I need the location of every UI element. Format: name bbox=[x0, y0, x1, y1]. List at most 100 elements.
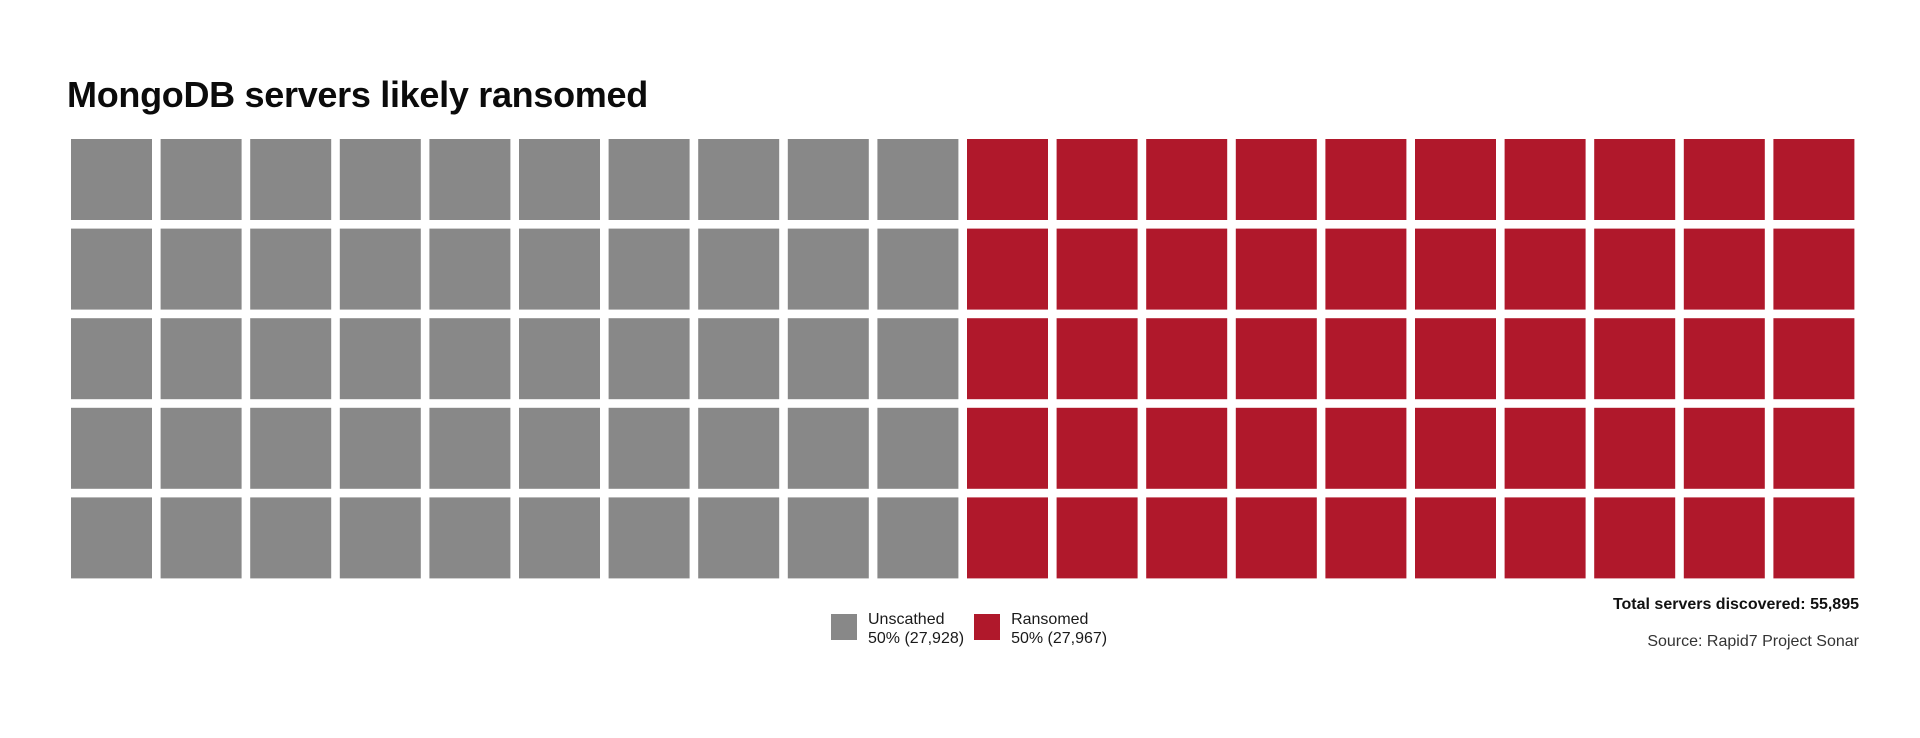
waffle-cell-ransomed bbox=[1235, 497, 1317, 579]
waffle-cell-ransomed bbox=[1056, 228, 1138, 310]
waffle-cell-ransomed bbox=[967, 497, 1048, 579]
waffle-cell-unscathed bbox=[608, 407, 690, 489]
waffle-cell-ransomed bbox=[1683, 407, 1765, 489]
waffle-cell-ransomed bbox=[1235, 139, 1317, 220]
waffle-cell-ransomed bbox=[967, 228, 1048, 310]
waffle-cell-unscathed bbox=[429, 407, 511, 489]
waffle-cell-ransomed bbox=[1235, 228, 1317, 310]
waffle-cell-unscathed bbox=[71, 228, 152, 310]
waffle-cell-unscathed bbox=[250, 407, 332, 489]
waffle-cell-unscathed bbox=[698, 497, 780, 579]
waffle-cell-ransomed bbox=[1773, 318, 1855, 400]
waffle-cell-unscathed bbox=[250, 139, 332, 220]
waffle-cell-ransomed bbox=[1146, 318, 1228, 400]
waffle-cell-unscathed bbox=[429, 139, 511, 220]
waffle-cell-unscathed bbox=[608, 139, 690, 220]
waffle-cell-unscathed bbox=[71, 407, 152, 489]
waffle-cell-unscathed bbox=[339, 318, 421, 400]
waffle-cell-unscathed bbox=[160, 318, 242, 400]
waffle-cell-unscathed bbox=[71, 139, 152, 220]
waffle-cell-unscathed bbox=[519, 228, 600, 310]
waffle-grid bbox=[71, 139, 1855, 579]
waffle-cell-unscathed bbox=[339, 407, 421, 489]
waffle-cell-ransomed bbox=[1594, 497, 1676, 579]
waffle-cell-ransomed bbox=[1325, 228, 1407, 310]
waffle-cell-ransomed bbox=[1056, 318, 1138, 400]
waffle-cell-unscathed bbox=[250, 318, 332, 400]
legend: Unscathed 50% (27,928) Ransomed 50% (27,… bbox=[831, 610, 1117, 648]
waffle-cell-ransomed bbox=[1594, 228, 1676, 310]
waffle-cell-ransomed bbox=[967, 407, 1048, 489]
waffle-cell-unscathed bbox=[608, 318, 690, 400]
waffle-cell-ransomed bbox=[1146, 407, 1228, 489]
waffle-cell-ransomed bbox=[1146, 497, 1228, 579]
waffle-cell-unscathed bbox=[160, 139, 242, 220]
chart-title: MongoDB servers likely ransomed bbox=[67, 74, 648, 115]
waffle-cell-unscathed bbox=[608, 497, 690, 579]
waffle-cell-unscathed bbox=[787, 497, 869, 579]
waffle-cell-unscathed bbox=[250, 497, 332, 579]
waffle-cell-ransomed bbox=[1415, 497, 1496, 579]
waffle-cell-ransomed bbox=[1056, 139, 1138, 220]
waffle-cell-ransomed bbox=[1683, 228, 1765, 310]
waffle-cell-unscathed bbox=[608, 228, 690, 310]
waffle-cell-ransomed bbox=[1504, 139, 1586, 220]
waffle-cell-ransomed bbox=[1325, 139, 1407, 220]
waffle-cell-ransomed bbox=[1146, 139, 1228, 220]
waffle-cell-unscathed bbox=[429, 497, 511, 579]
waffle-cell-unscathed bbox=[250, 228, 332, 310]
waffle-cell-unscathed bbox=[698, 318, 780, 400]
legend-text-unscathed: Unscathed 50% (27,928) bbox=[868, 610, 964, 648]
waffle-cell-ransomed bbox=[1773, 139, 1855, 220]
waffle-cell-unscathed bbox=[787, 318, 869, 400]
waffle-cell-ransomed bbox=[1056, 497, 1138, 579]
waffle-cell-unscathed bbox=[71, 318, 152, 400]
waffle-cell-unscathed bbox=[698, 407, 780, 489]
waffle-cell-ransomed bbox=[1504, 318, 1586, 400]
waffle-cell-ransomed bbox=[1683, 139, 1765, 220]
waffle-cell-unscathed bbox=[339, 139, 421, 220]
waffle-cell-unscathed bbox=[519, 407, 600, 489]
waffle-cell-ransomed bbox=[1504, 228, 1586, 310]
waffle-cell-ransomed bbox=[1325, 407, 1407, 489]
waffle-cell-ransomed bbox=[1415, 228, 1496, 310]
source-label: Source: Rapid7 Project Sonar bbox=[1647, 633, 1859, 650]
waffle-cell-unscathed bbox=[787, 407, 869, 489]
legend-value-unscathed: 50% (27,928) bbox=[868, 630, 965, 647]
waffle-cell-ransomed bbox=[1594, 407, 1676, 489]
waffle-cell-unscathed bbox=[877, 497, 959, 579]
waffle-cell-unscathed bbox=[160, 497, 242, 579]
legend-item-unscathed: Unscathed 50% (27,928) bbox=[831, 610, 964, 648]
waffle-cell-ransomed bbox=[1773, 407, 1855, 489]
waffle-cell-ransomed bbox=[1325, 497, 1407, 579]
waffle-cell-unscathed bbox=[519, 139, 600, 220]
waffle-cell-ransomed bbox=[967, 139, 1048, 220]
legend-value-ransomed: 50% (27,967) bbox=[1011, 630, 1108, 647]
waffle-cell-ransomed bbox=[1146, 228, 1228, 310]
waffle-cell-ransomed bbox=[1683, 318, 1765, 400]
waffle-cell-unscathed bbox=[877, 407, 959, 489]
total-servers-label: Total servers discovered: 55,895 bbox=[1612, 596, 1859, 613]
legend-item-ransomed: Ransomed 50% (27,967) bbox=[974, 610, 1107, 648]
waffle-cell-ransomed bbox=[1504, 407, 1586, 489]
legend-swatch-unscathed bbox=[831, 614, 857, 640]
waffle-cell-ransomed bbox=[1325, 318, 1407, 400]
waffle-cell-unscathed bbox=[787, 228, 869, 310]
waffle-cell-ransomed bbox=[1773, 228, 1855, 310]
waffle-cell-ransomed bbox=[1415, 407, 1496, 489]
waffle-cell-ransomed bbox=[1594, 139, 1676, 220]
waffle-cell-ransomed bbox=[1415, 318, 1496, 400]
waffle-cell-ransomed bbox=[1056, 407, 1138, 489]
waffle-cell-ransomed bbox=[1415, 139, 1496, 220]
waffle-cell-unscathed bbox=[519, 318, 600, 400]
waffle-cell-ransomed bbox=[1594, 318, 1676, 400]
waffle-cell-ransomed bbox=[1235, 407, 1317, 489]
waffle-cell-ransomed bbox=[1504, 497, 1586, 579]
waffle-cell-unscathed bbox=[877, 318, 959, 400]
legend-label-ransomed: Ransomed bbox=[1011, 611, 1089, 628]
waffle-cell-unscathed bbox=[519, 497, 600, 579]
waffle-cell-ransomed bbox=[1235, 318, 1317, 400]
waffle-cell-unscathed bbox=[787, 139, 869, 220]
waffle-cell-ransomed bbox=[1773, 497, 1855, 579]
waffle-cell-unscathed bbox=[698, 228, 780, 310]
